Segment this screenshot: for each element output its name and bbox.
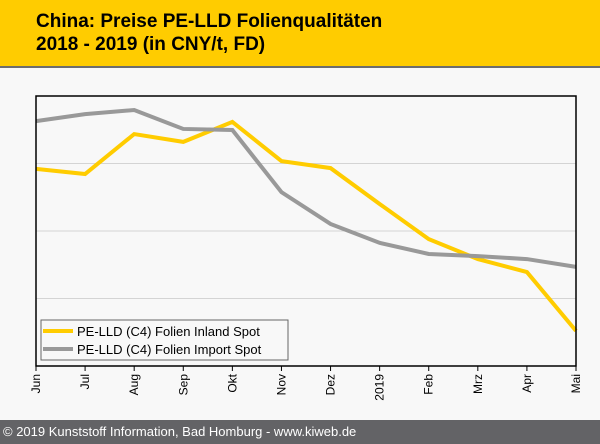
gridlines xyxy=(36,163,576,299)
series-line-inland xyxy=(35,119,578,333)
series-lines xyxy=(35,108,578,333)
x-axis: Jun Jul Aug Sep Okt Nov Dez 2019 Feb Mrz Apr Mai xyxy=(29,366,583,401)
chart-header: China: Preise PE-LLD Folienqualitäten 20… xyxy=(0,0,600,68)
copyright-footer: © 2019 Kunststoff Information, Bad Hombu… xyxy=(0,420,600,444)
line-chart: Jun Jul Aug Sep Okt Nov Dez 2019 Feb Mrz Apr Mai PE… xyxy=(29,95,583,401)
series-line-import xyxy=(35,108,577,269)
x-tick-label: Nov xyxy=(274,374,288,395)
title-line-2: 2018 - 2019 (in CNY/t, FD) xyxy=(36,34,266,55)
legend-label-import: PE-LLD (C4) Folien Import Spot xyxy=(77,342,262,357)
x-tick-label: Jun xyxy=(29,374,43,393)
x-tick-label: Jul xyxy=(78,374,92,389)
x-tick-label: Apr xyxy=(520,374,534,393)
plot-frame xyxy=(35,95,577,367)
x-tick-label: Aug xyxy=(127,374,141,395)
x-tick-label: Sep xyxy=(176,374,190,396)
x-tick-label: 2019 xyxy=(373,374,387,401)
legend-box xyxy=(40,319,289,361)
x-tick-label: Dez xyxy=(324,374,338,395)
x-tick-label: Okt xyxy=(225,373,239,392)
x-tick-label: Mrz xyxy=(471,374,485,394)
x-tick-label: Mai xyxy=(569,374,583,393)
title-line-1: China: Preise PE-LLD Folienqualitäten xyxy=(36,11,383,32)
x-tick-label: Feb xyxy=(422,374,436,395)
chart-title: China: Preise PE-LLD Folienqualitäten 20… xyxy=(36,10,382,56)
legend: PE-LLD (C4) Folien Inland Spot PE-LLD (C… xyxy=(40,319,289,361)
legend-label-inland: PE-LLD (C4) Folien Inland Spot xyxy=(77,324,260,339)
